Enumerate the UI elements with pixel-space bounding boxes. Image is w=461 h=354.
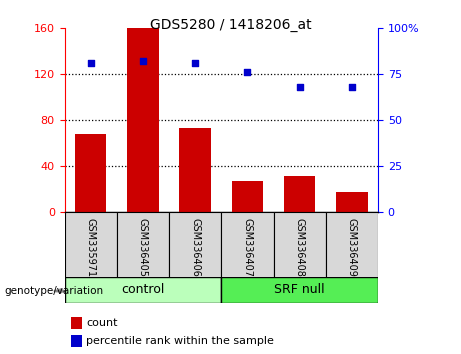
Bar	[179, 129, 211, 212]
Point	[87, 61, 95, 66]
Text: genotype/variation: genotype/variation	[5, 286, 104, 296]
Text: control: control	[121, 284, 165, 296]
Bar	[169, 212, 221, 278]
Bar	[336, 192, 367, 212]
FancyArrow shape	[54, 289, 65, 293]
Bar	[284, 176, 315, 212]
Text: GSM336406: GSM336406	[190, 218, 200, 276]
Bar	[221, 212, 273, 278]
Bar	[221, 277, 378, 303]
Point	[296, 84, 303, 90]
Text: GSM336408: GSM336408	[295, 218, 305, 276]
Bar	[65, 212, 117, 278]
Text: GSM336409: GSM336409	[347, 218, 357, 276]
Text: GSM336407: GSM336407	[242, 218, 253, 276]
Text: percentile rank within the sample: percentile rank within the sample	[87, 336, 274, 346]
Text: GSM336405: GSM336405	[138, 218, 148, 276]
Point	[244, 70, 251, 75]
Bar	[127, 28, 159, 212]
Text: SRF null: SRF null	[274, 284, 325, 296]
Bar	[273, 212, 326, 278]
Text: GDS5280 / 1418206_at: GDS5280 / 1418206_at	[150, 18, 311, 32]
Point	[191, 61, 199, 66]
Bar	[71, 335, 82, 347]
Text: GSM335971: GSM335971	[86, 218, 96, 277]
Bar	[75, 134, 106, 212]
Point	[139, 59, 147, 64]
Bar	[232, 181, 263, 212]
Bar	[117, 212, 169, 278]
Bar	[326, 212, 378, 278]
Text: count: count	[87, 318, 118, 328]
Bar	[65, 277, 221, 303]
Bar	[71, 317, 82, 329]
Point	[348, 84, 355, 90]
